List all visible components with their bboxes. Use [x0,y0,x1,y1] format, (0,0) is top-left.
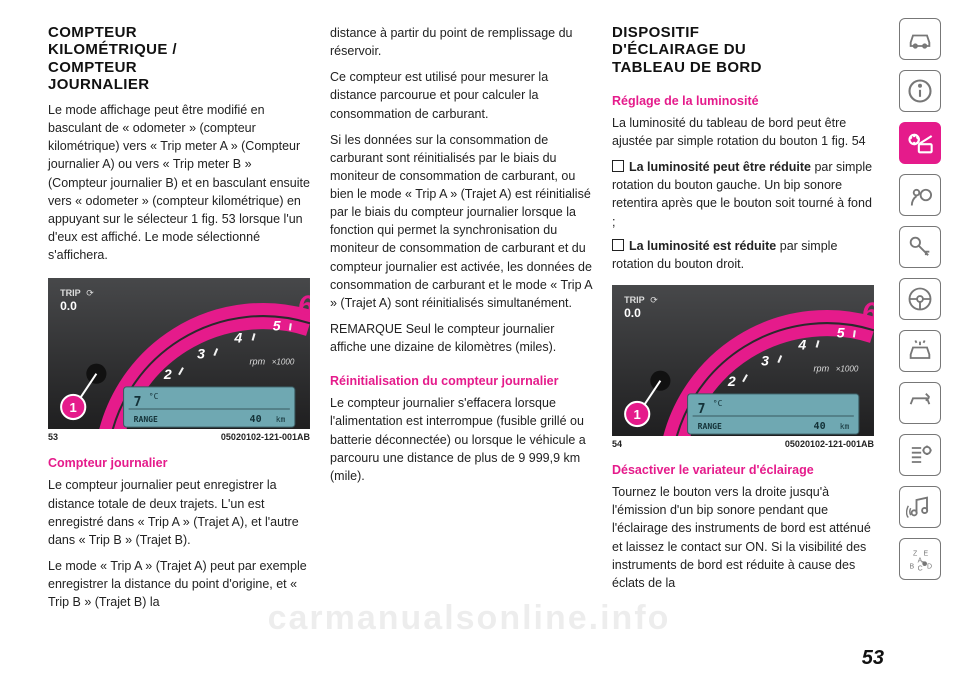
para: REMARQUE Seul le compteur journalier aff… [330,320,592,356]
figure-53-caption: 53 05020102-121-001AB [48,431,310,444]
key-icon[interactable] [899,226,941,268]
car-alert-icon[interactable] [899,330,941,372]
svg-text:2: 2 [163,366,172,382]
square-bullet-icon [612,239,624,251]
figure-53: 2 3 4 5 6 rpm ×1000 T [48,278,310,444]
para: distance à partir du point de remplissag… [330,24,592,60]
svg-text:5: 5 [837,324,845,340]
svg-text:4: 4 [797,336,806,352]
display-icon[interactable] [899,122,941,164]
heading-lighting: DISPOSITIF D'ÉCLAIRAGE DU TABLEAU DE BOR… [612,24,874,76]
subhead-trip-counter: Compteur journalier [48,454,310,472]
para: Si les données sur la consommation de ca… [330,131,592,312]
svg-text:⟳: ⟳ [650,295,658,305]
svg-text:1: 1 [634,407,641,422]
wrench-icon[interactable] [899,382,941,424]
svg-text:7: 7 [698,402,706,417]
svg-text:°C: °C [713,399,723,408]
fig-num: 53 [48,431,58,444]
svg-text:⟳: ⟳ [86,288,94,298]
para: Ce compteur est utilisé pour mesurer la … [330,68,592,122]
svg-text:6: 6 [298,288,310,320]
svg-text:3: 3 [761,352,769,368]
para: Le compteur journalier s'effacera lorsqu… [330,394,592,485]
svg-text:rpm: rpm [814,364,830,374]
svg-text:1: 1 [70,400,77,415]
bullet-bold: La luminosité est réduite [629,239,776,253]
svg-text:km: km [840,422,850,431]
page-number: 53 [862,647,884,670]
para: Le mode affichage peut être modifié en b… [48,101,310,264]
svg-text:RANGE: RANGE [134,415,158,424]
column-1: COMPTEUR KILOMÉTRIQUE / COMPTEUR JOURNAL… [48,24,310,670]
svg-text:rpm: rpm [250,357,266,367]
para: La luminosité du tableau de bord peut êt… [612,114,874,150]
fig-code: 05020102-121-001AB [785,438,874,451]
svg-text:×1000: ×1000 [836,365,859,374]
subhead-dimmer-off: Désactiver le variateur d'éclairage [612,461,874,479]
square-bullet-icon [612,160,624,172]
svg-text:km: km [276,415,286,424]
column-3: DISPOSITIF D'ÉCLAIRAGE DU TABLEAU DE BOR… [612,24,874,670]
svg-text:6: 6 [862,295,874,327]
subhead-brightness: Réglage de la luminosité [612,92,874,110]
svg-text:40: 40 [814,421,826,432]
para: Le compteur journalier peut enregistrer … [48,476,310,549]
svg-text:A: A [918,558,923,565]
steering-icon[interactable] [899,278,941,320]
column-2: distance à partir du point de remplissag… [330,24,592,670]
bullet-item: La luminosité peut être réduite par simp… [612,158,874,231]
heading-odometer: COMPTEUR KILOMÉTRIQUE / COMPTEUR JOURNAL… [48,24,310,93]
svg-text:B: B [910,563,915,570]
svg-text:5: 5 [273,318,281,334]
car-icon[interactable] [899,18,941,60]
airbag-icon[interactable] [899,174,941,216]
abcd-icon[interactable]: Z E B D A C [899,538,941,580]
figure-54: 2 3 4 5 6 rpm ×1000 TRIP ⟳ [612,285,874,451]
svg-text:TRIP: TRIP [60,288,81,298]
svg-text:0.0: 0.0 [60,299,77,313]
svg-text:40: 40 [250,414,262,425]
bullet-bold: La luminosité peut être réduite [629,160,811,174]
svg-text:3: 3 [197,346,205,362]
info-icon[interactable] [899,70,941,112]
para: Tournez le bouton vers la droite jusqu'à… [612,483,874,592]
settings-list-icon[interactable] [899,434,941,476]
svg-text:C: C [918,566,923,573]
svg-text:TRIP: TRIP [624,295,645,305]
svg-text:4: 4 [233,330,242,346]
fig-code: 05020102-121-001AB [221,431,310,444]
bullet-item: La luminosité est réduite par simple rot… [612,237,874,273]
svg-text:E: E [924,551,929,558]
svg-text:7: 7 [134,395,142,410]
svg-text:×1000: ×1000 [272,358,295,367]
figure-54-caption: 54 05020102-121-001AB [612,438,874,451]
media-icon[interactable] [899,486,941,528]
svg-text:°C: °C [149,392,159,401]
fig-num: 54 [612,438,622,451]
svg-text:2: 2 [727,373,736,389]
svg-text:RANGE: RANGE [698,422,722,431]
svg-text:D: D [927,563,932,570]
section-sidebar: Z E B D A C [890,0,960,678]
para: Le mode « Trip A » (Trajet A) peut par e… [48,557,310,611]
svg-text:0.0: 0.0 [624,306,641,320]
svg-text:Z: Z [913,551,918,558]
subhead-reset: Réinitialisation du compteur journalier [330,372,592,390]
